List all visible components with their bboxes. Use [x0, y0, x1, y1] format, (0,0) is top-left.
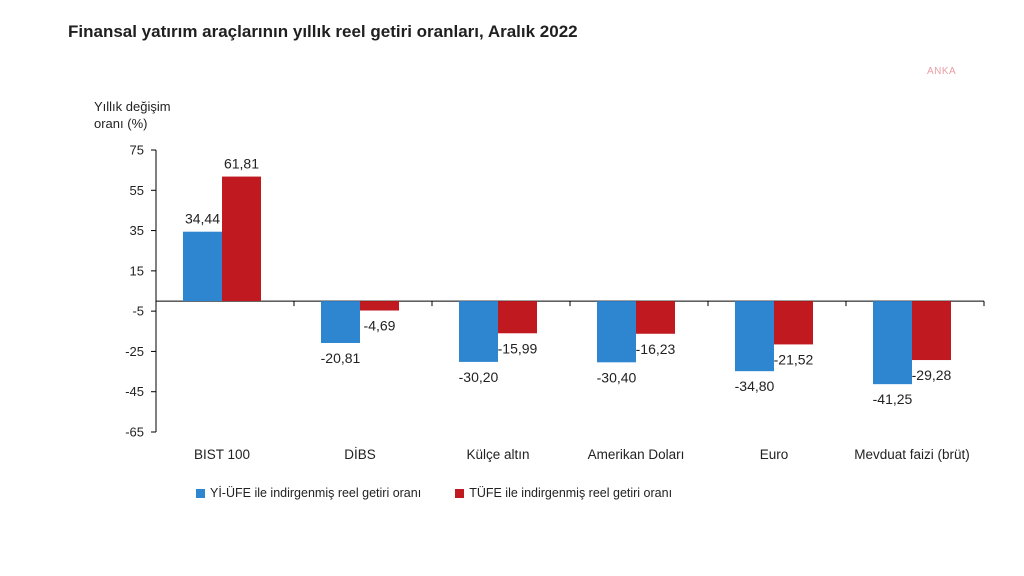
x-category-label: Mevduat faizi (brüt)	[854, 447, 970, 462]
data-label-series-2: -29,28	[912, 367, 952, 383]
data-label-series-1: -30,20	[459, 369, 499, 385]
watermark-logo: ANKA	[927, 66, 957, 77]
bar-series-1	[321, 301, 360, 343]
legend-swatch-series-1	[196, 488, 205, 498]
y-tick-label: 75	[130, 143, 144, 158]
bar-series-2	[360, 301, 399, 311]
data-label-series-1: -30,40	[597, 369, 637, 385]
bar-series-1	[183, 231, 222, 302]
y-tick-label: -25	[125, 344, 144, 359]
data-label-series-1: -34,80	[735, 378, 775, 394]
chart-title: Finansal yatırım araçlarının yıllık reel…	[68, 22, 578, 41]
bar-series-2	[636, 301, 675, 334]
bar-series-1	[873, 301, 912, 385]
bar-series-2	[774, 301, 813, 345]
data-label-series-2: -16,23	[636, 341, 676, 357]
y-tick-label: 15	[130, 263, 144, 278]
data-label-series-2: -4,69	[364, 318, 396, 334]
legend-item-series-2: TÜFE ile indirgenmiş reel getiri oranı	[455, 486, 672, 500]
y-tick-label: -5	[132, 304, 144, 319]
bar-series-2	[912, 301, 951, 361]
legend: Yİ-ÜFE ile indirgenmiş reel getiri oranı…	[196, 486, 672, 500]
data-label-series-1: -41,25	[873, 391, 913, 407]
data-label-series-1: -20,81	[321, 350, 361, 366]
y-axis-title-line-2: oranı (%)	[94, 116, 148, 131]
x-category-label: DİBS	[344, 447, 376, 462]
y-tick-label: 55	[130, 183, 144, 198]
data-label-series-2: -21,52	[774, 351, 814, 367]
y-tick-label: 35	[130, 223, 144, 238]
y-axis-title: Yıllık değişim oranı (%)	[94, 98, 194, 132]
data-label-series-2: 61,81	[224, 156, 259, 172]
data-label-series-1: 34,44	[185, 211, 220, 227]
bar-series-2	[222, 176, 261, 302]
x-category-label: Euro	[760, 447, 789, 462]
data-label-series-2: -15,99	[498, 340, 538, 356]
y-tick-label: -65	[125, 425, 144, 440]
legend-label-series-1: Yİ-ÜFE ile indirgenmiş reel getiri oranı	[210, 486, 422, 500]
bar-series-1	[597, 301, 636, 363]
x-category-label: BIST 100	[194, 447, 250, 462]
legend-swatch-series-2	[455, 488, 465, 498]
legend-label-series-2: TÜFE ile indirgenmiş reel getiri oranı	[469, 486, 673, 500]
x-category-label: Amerikan Doları	[588, 447, 685, 462]
bar-series-2	[498, 301, 537, 334]
x-category-label: Külçe altın	[466, 447, 529, 462]
legend-item-series-1: Yİ-ÜFE ile indirgenmiş reel getiri oranı	[196, 486, 421, 500]
bar-series-1	[459, 301, 498, 362]
y-axis-title-line-1: Yıllık değişim	[94, 99, 171, 114]
y-tick-label: -45	[125, 384, 144, 399]
bar-series-1	[735, 301, 774, 372]
